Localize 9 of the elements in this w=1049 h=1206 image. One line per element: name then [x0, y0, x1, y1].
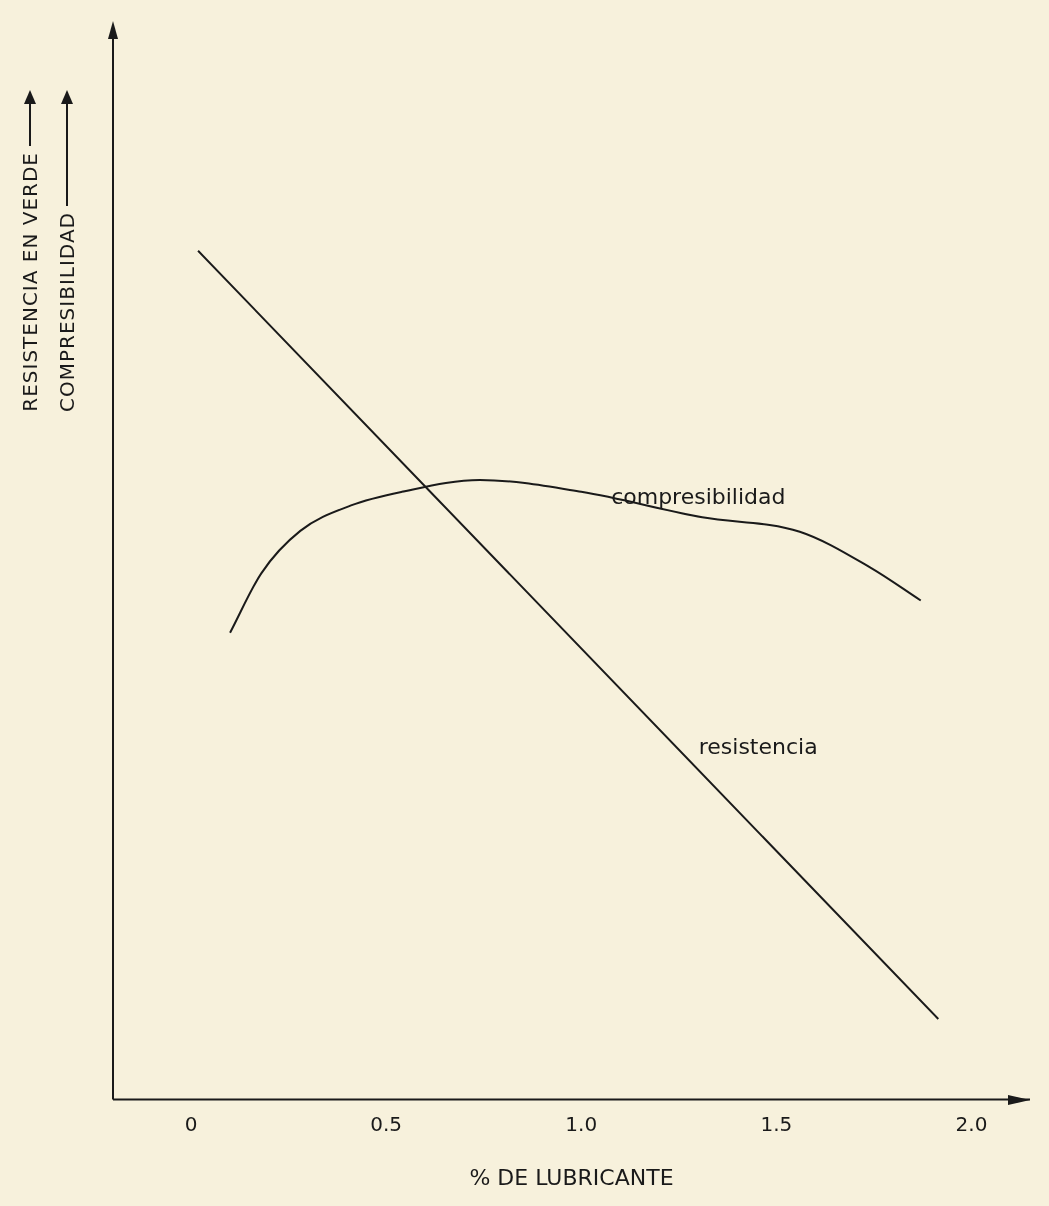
x-tick-label: 2.0: [955, 1111, 988, 1136]
series-label: resistencia: [698, 734, 818, 760]
x-tick-label: 1.5: [760, 1111, 793, 1136]
x-tick-label: 0.5: [370, 1111, 403, 1136]
x-tick-label: 0: [184, 1111, 198, 1136]
y-axis-title: RESISTENCIA EN VERDE COMPRESIBILIDAD: [18, 152, 79, 412]
x-tick-label: 1.0: [565, 1111, 598, 1136]
series-label: compresibilidad: [611, 484, 786, 510]
x-axis-title: % DE LUBRICANTE: [469, 1164, 674, 1190]
